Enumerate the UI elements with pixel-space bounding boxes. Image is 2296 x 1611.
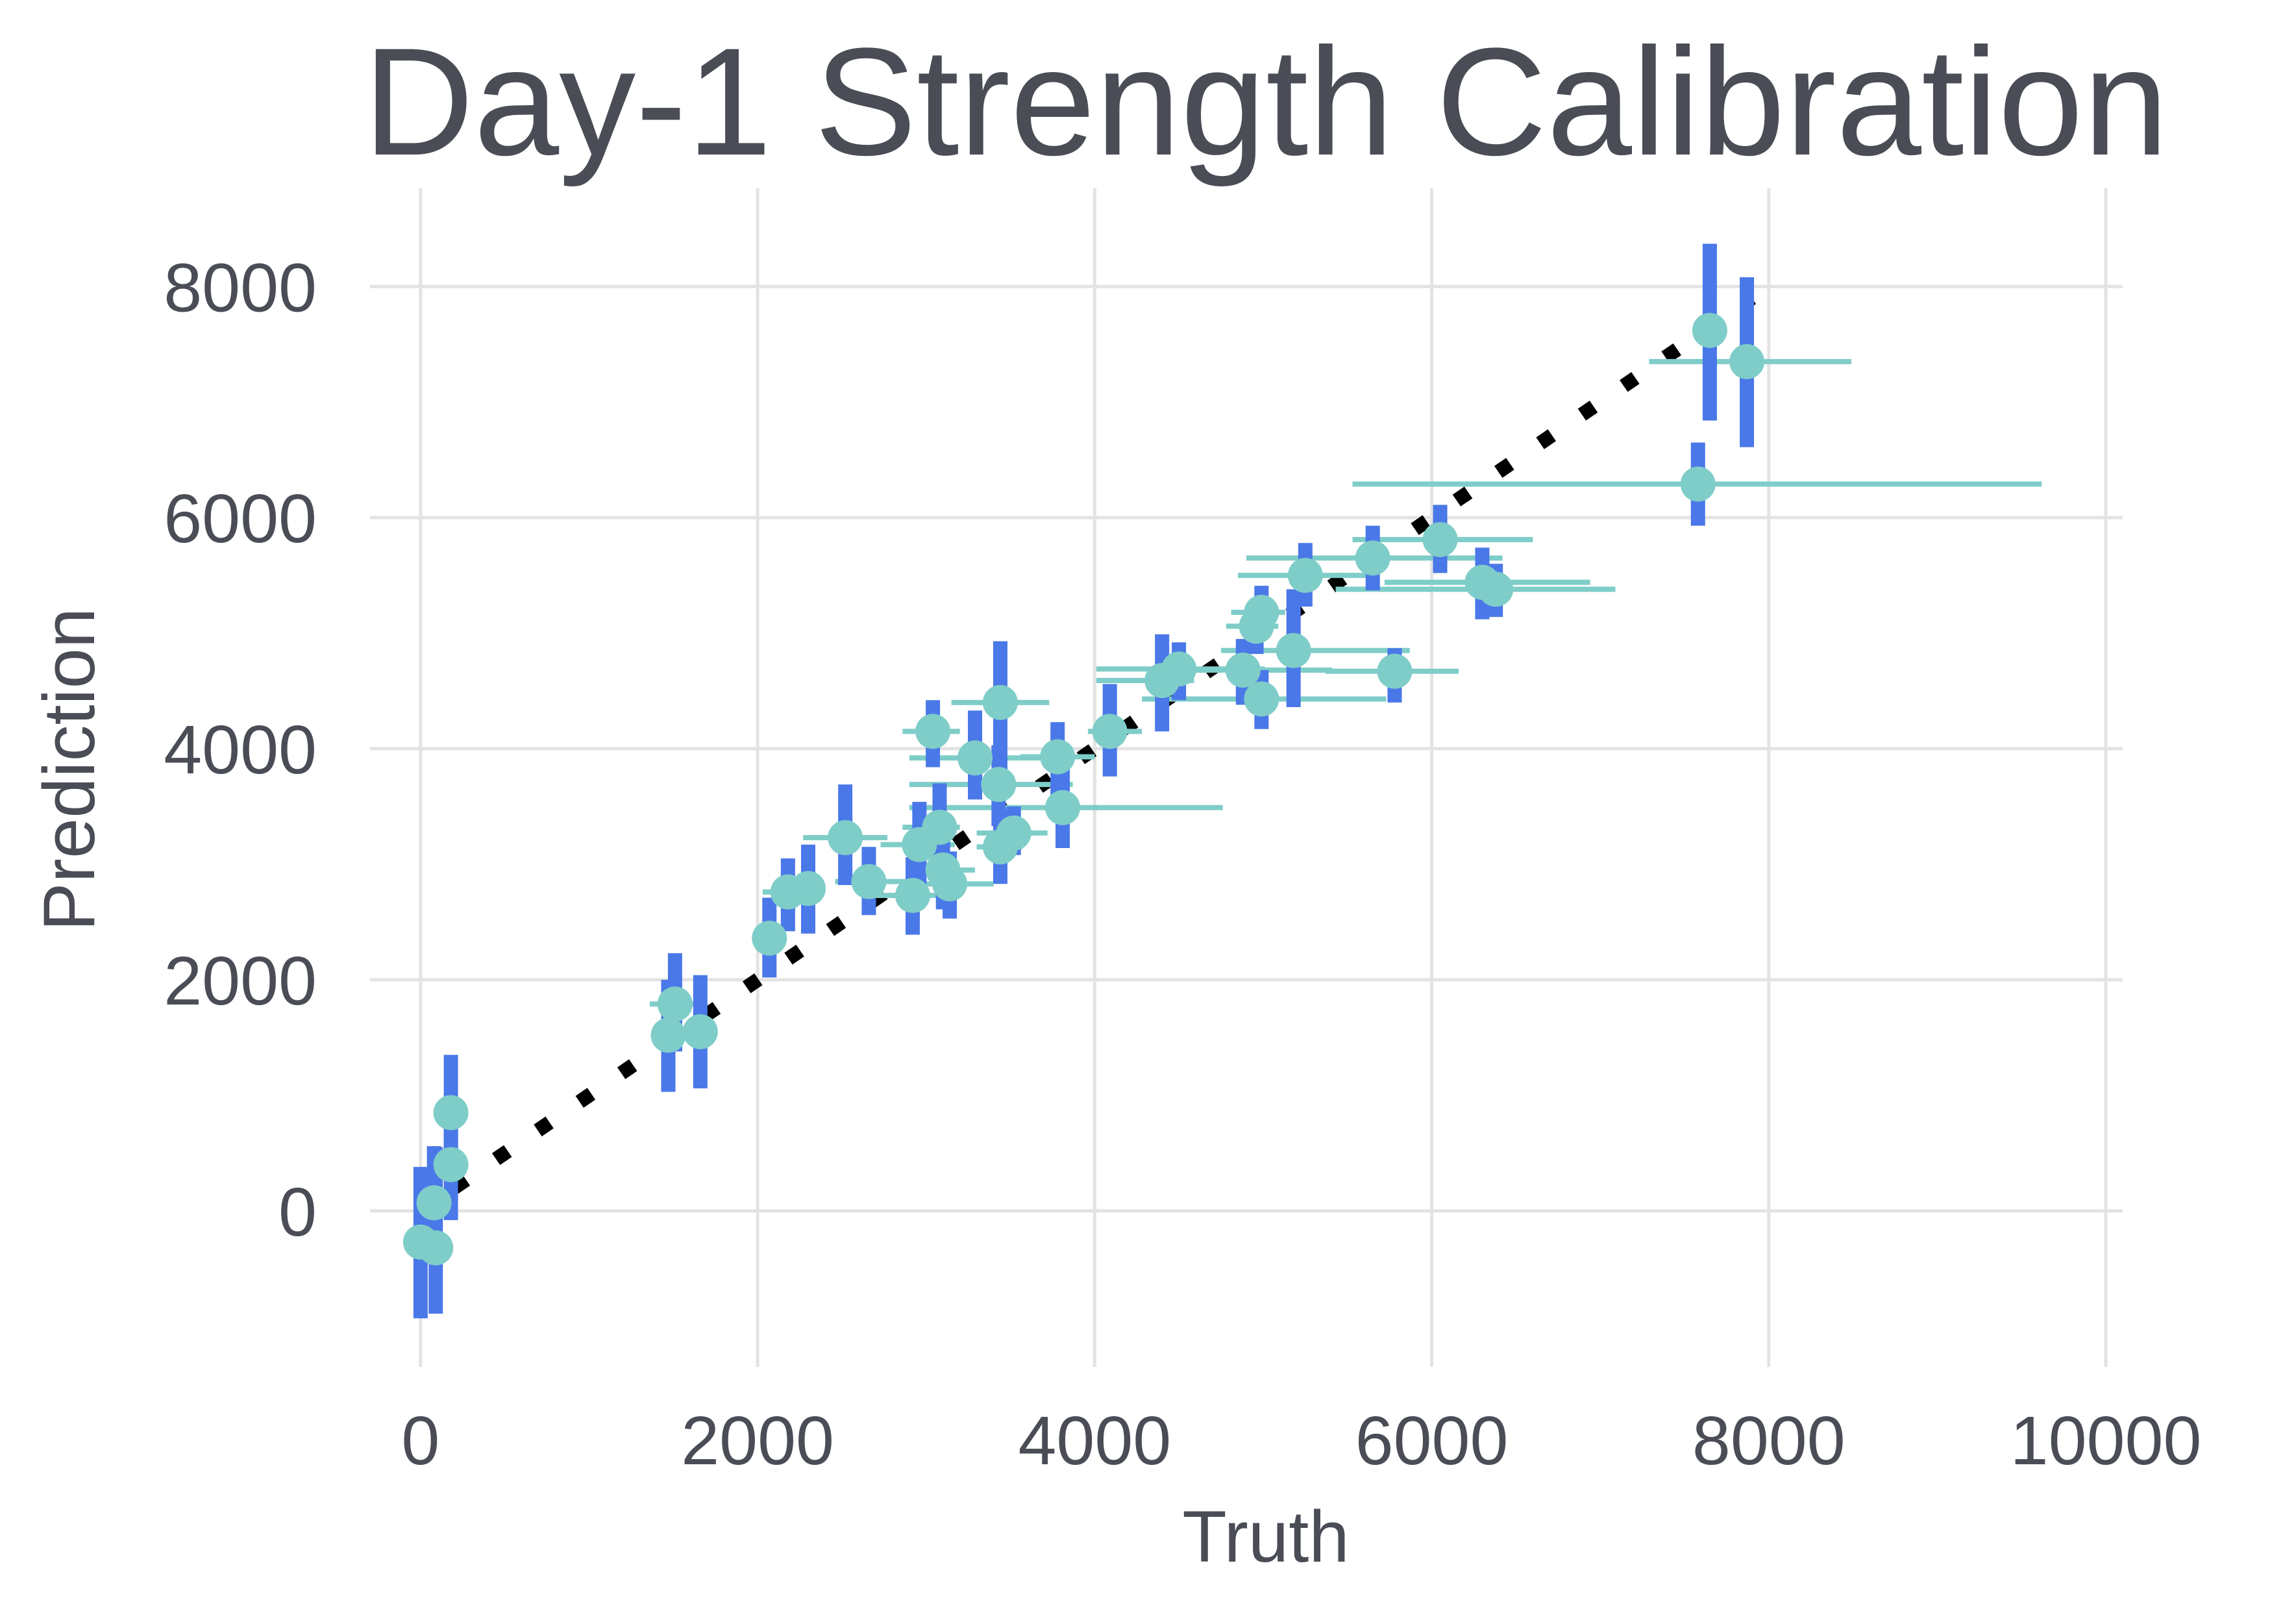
data-point — [1680, 466, 1716, 502]
y-tick-label: 8000 — [164, 249, 317, 326]
y-tick-label: 6000 — [164, 481, 317, 557]
data-point — [922, 810, 957, 845]
data-point — [1092, 714, 1128, 749]
data-point — [418, 1230, 454, 1266]
x-tick-labels: 0 2000 4000 6000 8000 10000 — [401, 1403, 2201, 1479]
data-point — [1040, 739, 1076, 775]
data-point — [682, 1014, 718, 1049]
data-point — [851, 864, 887, 899]
data-point — [1377, 653, 1413, 689]
data-point — [1729, 343, 1765, 379]
data-point — [1355, 540, 1390, 576]
y-tick-labels: 0 2000 4000 6000 8000 — [164, 249, 317, 1251]
x-tick-label: 0 — [401, 1403, 439, 1479]
data-point — [981, 767, 1017, 803]
data-point — [1244, 681, 1279, 717]
data-point — [433, 1147, 469, 1182]
data-point — [895, 878, 930, 913]
data-point — [657, 986, 693, 1022]
data-point — [915, 714, 951, 749]
y-tick-label: 4000 — [164, 712, 317, 788]
data-point — [957, 740, 993, 776]
data-point — [1045, 790, 1081, 825]
data-point — [791, 871, 826, 906]
data-point — [1276, 632, 1311, 668]
data-point — [982, 684, 1018, 720]
x-axis-label: Truth — [1182, 1496, 1349, 1577]
y-axis-label: Prediction — [29, 608, 110, 931]
data-point — [1287, 558, 1323, 593]
data-point — [932, 866, 968, 902]
x-tick-label: 2000 — [681, 1403, 834, 1479]
data-point — [433, 1095, 469, 1130]
data-point — [1161, 651, 1197, 687]
y-error-bars — [413, 244, 1755, 1319]
grid-lines — [370, 188, 2123, 1367]
data-point — [996, 815, 1031, 851]
data-point — [752, 920, 787, 956]
y-tick-label: 2000 — [164, 943, 317, 1019]
y-tick-label: 0 — [278, 1174, 317, 1251]
x-tick-label: 10000 — [2010, 1403, 2202, 1479]
data-points — [402, 312, 1765, 1266]
data-point — [1244, 595, 1279, 631]
data-point — [1692, 312, 1727, 348]
x-tick-label: 4000 — [1018, 1403, 1171, 1479]
chart-title: Day-1 Strength Calibration — [364, 16, 2169, 188]
x-tick-label: 8000 — [1692, 1403, 1845, 1479]
x-error-bars — [649, 327, 2042, 1007]
data-point — [650, 1018, 686, 1053]
data-point — [1422, 521, 1458, 557]
x-tick-label: 6000 — [1355, 1403, 1509, 1479]
data-point — [828, 820, 863, 856]
data-point — [1225, 653, 1261, 688]
data-point — [416, 1185, 452, 1221]
data-point — [1478, 571, 1514, 607]
